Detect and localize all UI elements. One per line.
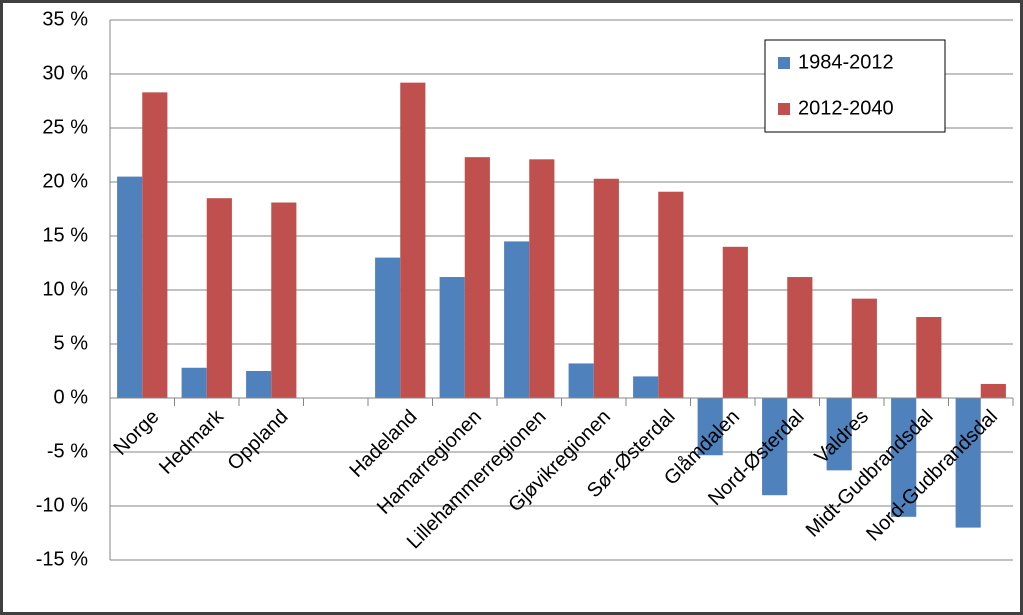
y-tick-label: -5 % — [47, 440, 88, 462]
bar — [529, 159, 555, 398]
y-tick-label: 10 % — [42, 278, 88, 300]
y-tick-label: 35 % — [42, 8, 88, 30]
bar — [400, 82, 426, 398]
bar — [826, 398, 852, 471]
bar — [181, 367, 207, 398]
bar — [593, 178, 619, 398]
bar — [271, 202, 297, 398]
legend-label: 2012-2040 — [798, 97, 894, 119]
y-tick-label: 5 % — [54, 332, 89, 354]
bar — [658, 191, 684, 398]
bar — [697, 398, 723, 456]
bar — [464, 157, 490, 398]
bar — [142, 92, 168, 399]
bar — [439, 277, 465, 398]
bar — [246, 371, 272, 398]
bar — [117, 176, 143, 398]
legend-swatch — [778, 103, 790, 115]
bar — [504, 241, 530, 398]
bar — [633, 376, 659, 398]
bar — [568, 363, 594, 398]
bar — [762, 398, 788, 496]
legend-label: 1984-2012 — [798, 51, 894, 73]
bar — [980, 383, 1006, 398]
bar — [787, 277, 813, 398]
y-tick-label: 30 % — [42, 62, 88, 84]
y-tick-label: 20 % — [42, 170, 88, 192]
y-tick-label: 15 % — [42, 224, 88, 246]
legend-box — [764, 39, 946, 133]
bar — [916, 317, 942, 398]
bar — [891, 398, 917, 517]
y-tick-label: 25 % — [42, 116, 88, 138]
legend-swatch — [778, 57, 790, 69]
bar — [955, 398, 981, 528]
y-tick-label: -15 % — [36, 548, 88, 570]
y-tick-label: -10 % — [36, 494, 88, 516]
bar — [375, 257, 401, 398]
y-tick-label: 0 % — [54, 386, 89, 408]
bar — [722, 246, 748, 398]
bar — [851, 298, 877, 398]
bar — [206, 198, 232, 398]
